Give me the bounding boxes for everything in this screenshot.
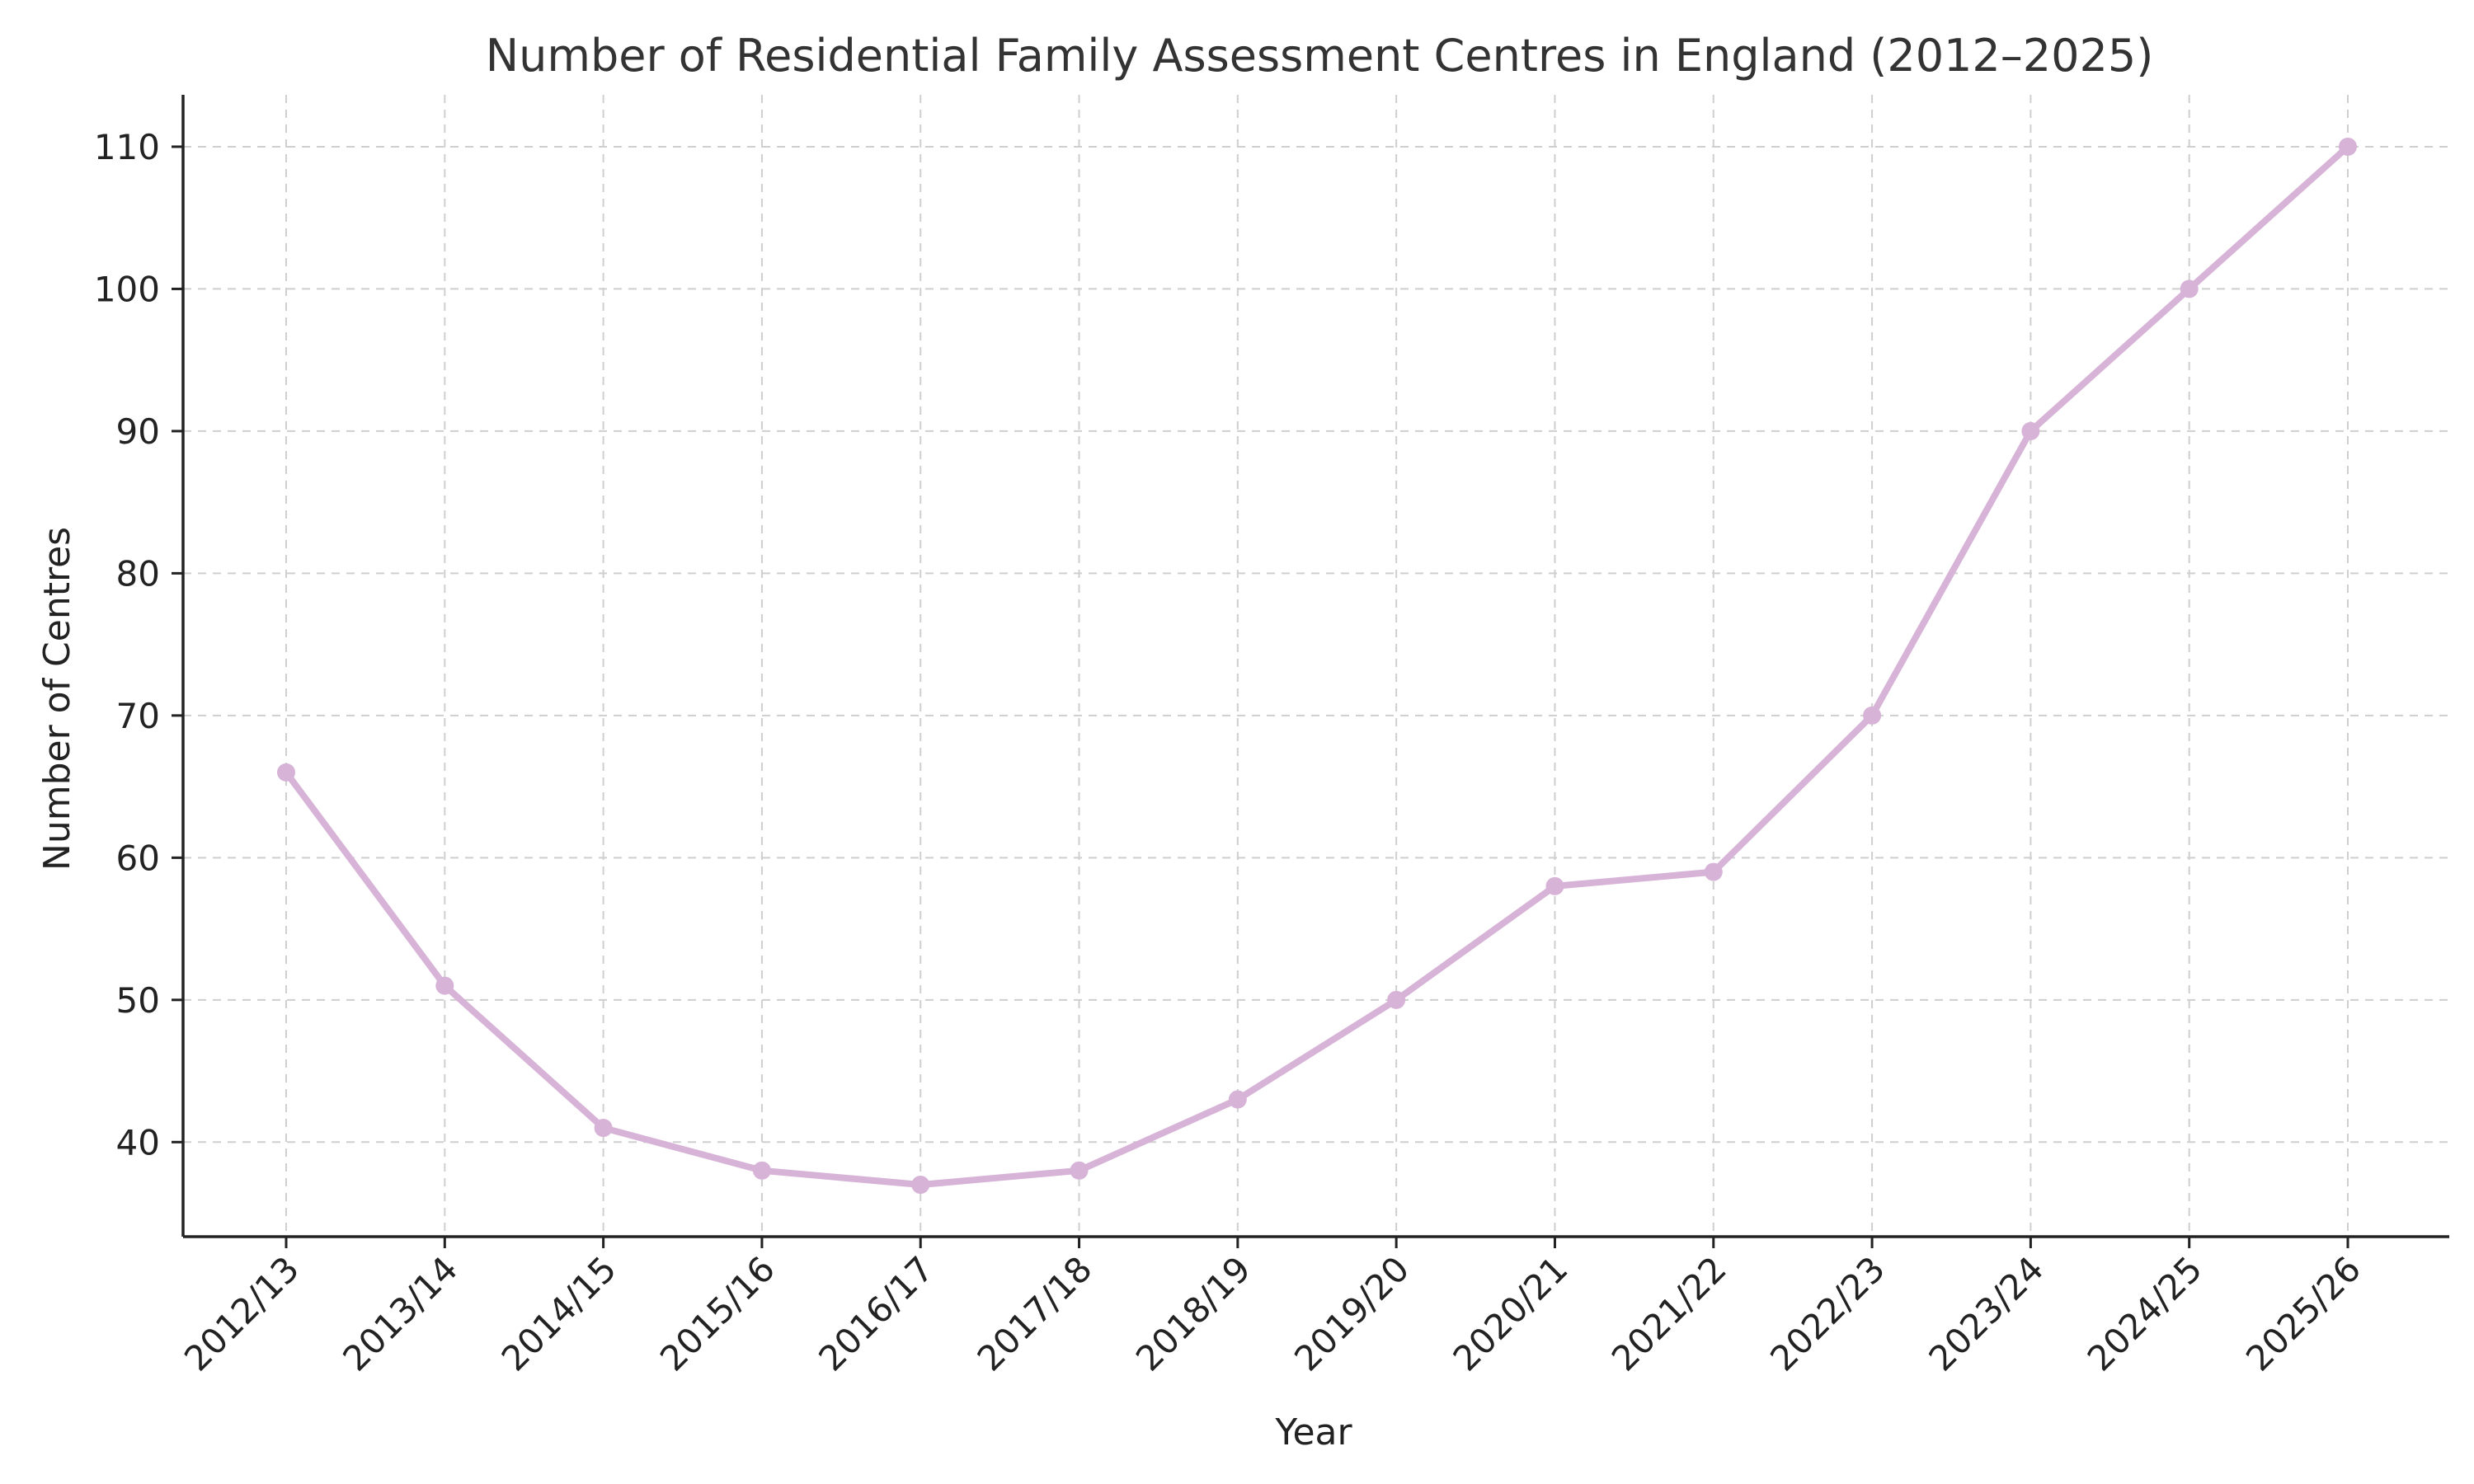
x-tick-label: 2017/18	[970, 1248, 1100, 1378]
data-point	[1070, 1161, 1089, 1180]
data-point	[1863, 706, 1882, 725]
x-tick-label: 2024/25	[2080, 1248, 2210, 1378]
data-point	[1704, 862, 1723, 881]
y-tick-label: 100	[94, 269, 160, 309]
data-point	[752, 1161, 771, 1180]
y-tick-label: 110	[94, 127, 160, 167]
x-tick-label: 2016/17	[811, 1248, 941, 1378]
data-point	[277, 763, 295, 782]
x-tick-label: 2019/20	[1286, 1248, 1417, 1378]
grid-layer	[183, 95, 2449, 1237]
x-tick-label: 2023/24	[1921, 1248, 2051, 1378]
y-tick-label: 50	[116, 980, 160, 1021]
x-tick-label: 2012/13	[176, 1248, 307, 1378]
series-line	[283, 143, 2351, 1189]
x-tick-label: 2022/23	[1762, 1248, 1893, 1378]
y-tick-label: 40	[116, 1122, 160, 1162]
series-layer	[277, 137, 2357, 1195]
x-tick-label: 2015/16	[652, 1248, 783, 1378]
y-tick-label: 80	[116, 553, 160, 594]
data-point	[435, 976, 454, 995]
data-point	[1387, 990, 1406, 1009]
data-point	[2339, 137, 2357, 156]
x-tick-label: 2013/14	[335, 1248, 465, 1378]
x-tick-label: 2018/19	[1128, 1248, 1258, 1378]
chart-title: Number of Residential Family Assessment …	[486, 30, 2154, 82]
x-tick-label: 2020/21	[1446, 1248, 1576, 1378]
y-tick-label: 70	[116, 696, 160, 736]
data-point	[2021, 421, 2040, 440]
data-point	[1545, 876, 1564, 895]
x-tick-label: 2021/22	[1604, 1248, 1734, 1378]
x-tick-label: 2014/15	[494, 1248, 624, 1378]
y-axis-label: Number of Centres	[36, 527, 78, 871]
y-tick-label: 60	[116, 838, 160, 878]
data-point	[1228, 1090, 1247, 1109]
axes-layer	[181, 95, 2449, 1238]
data-point	[911, 1176, 930, 1195]
y-tick-label: 90	[116, 411, 160, 452]
x-axis-label: Year	[1274, 1411, 1352, 1453]
data-point	[2180, 279, 2199, 298]
x-tick-label: 2025/26	[2238, 1248, 2368, 1378]
data-point	[594, 1119, 613, 1138]
